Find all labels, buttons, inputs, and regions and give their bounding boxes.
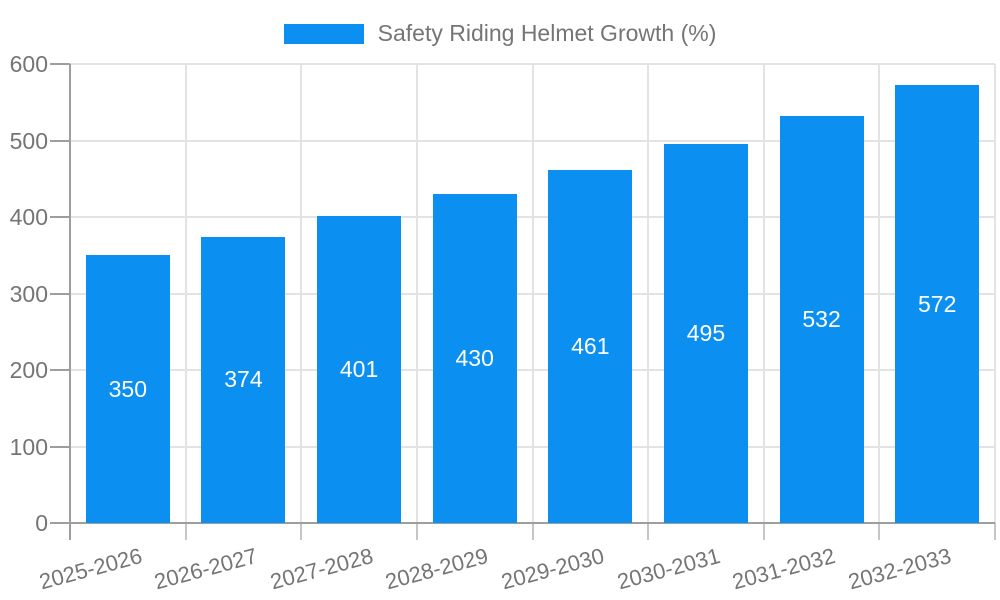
x-tick-mark — [184, 523, 187, 540]
bar[interactable]: 495 — [663, 144, 748, 523]
x-axis-tick-label: 2026-2027 — [151, 543, 260, 595]
x-axis-tick-label: 2027-2028 — [267, 543, 376, 595]
bar-value-label: 350 — [108, 375, 147, 402]
x-tick-mark — [762, 523, 765, 540]
y-axis-tick-label: 400 — [9, 204, 48, 230]
x-tick-mark — [300, 523, 303, 540]
y-tick-mark — [50, 216, 70, 218]
legend-label: Safety Riding Helmet Growth (%) — [377, 20, 717, 46]
legend-swatch — [283, 23, 364, 44]
gridline-vertical — [647, 64, 650, 523]
x-tick-mark — [878, 523, 881, 540]
bar[interactable]: 461 — [548, 170, 633, 523]
x-axis-tick-label: 2031-2032 — [729, 543, 839, 595]
x-tick-mark — [531, 523, 534, 540]
bar[interactable]: 532 — [779, 116, 864, 523]
x-tick-mark — [69, 523, 71, 540]
bar-value-label: 374 — [224, 366, 263, 393]
x-tick-mark — [994, 523, 996, 540]
y-tick-mark — [50, 369, 70, 371]
y-tick-mark — [50, 522, 70, 524]
bar-value-label: 495 — [686, 320, 726, 347]
gridline-vertical — [415, 64, 418, 523]
x-axis-tick-label: 2032-2033 — [845, 543, 954, 595]
gridline-vertical — [994, 64, 996, 523]
x-axis-tick-label: 2030-2031 — [614, 543, 723, 595]
y-axis-line — [69, 64, 71, 525]
x-tick-mark — [415, 523, 418, 540]
bar-value-label: 401 — [339, 356, 379, 383]
y-tick-mark — [50, 139, 70, 142]
bar-value-label: 532 — [802, 306, 841, 332]
y-axis-tick-label: 200 — [9, 357, 48, 383]
x-axis-tick-label: 2025-2026 — [36, 543, 145, 595]
y-tick-mark — [50, 292, 70, 295]
y-tick-mark — [50, 63, 70, 65]
x-axis-tick-label: 2029-2030 — [498, 543, 607, 595]
gridline-vertical — [300, 64, 303, 523]
y-tick-mark — [50, 445, 70, 448]
bar[interactable]: 572 — [895, 85, 980, 523]
y-axis-tick-label: 0 — [35, 510, 48, 536]
bar-value-label: 572 — [918, 290, 957, 317]
y-axis-tick-label: 600 — [9, 51, 48, 77]
bar[interactable]: 430 — [432, 194, 517, 523]
y-axis-tick-label: 300 — [9, 280, 48, 307]
y-axis-tick-label: 100 — [9, 433, 48, 460]
gridline-vertical — [531, 64, 534, 523]
legend[interactable]: Safety Riding Helmet Growth (%) — [0, 20, 1000, 47]
gridline-vertical — [762, 64, 765, 523]
bar[interactable]: 374 — [201, 236, 286, 523]
gridline-vertical — [184, 64, 187, 523]
x-axis-tick-label: 2028-2029 — [383, 543, 492, 595]
bar-value-label: 461 — [571, 333, 610, 360]
gridline-vertical — [878, 64, 881, 523]
x-tick-mark — [647, 523, 650, 540]
bar[interactable]: 350 — [85, 255, 170, 523]
x-axis-line — [70, 522, 995, 524]
bar-value-label: 430 — [455, 345, 494, 372]
y-axis-tick-label: 500 — [9, 127, 48, 154]
bar[interactable]: 401 — [317, 216, 402, 523]
